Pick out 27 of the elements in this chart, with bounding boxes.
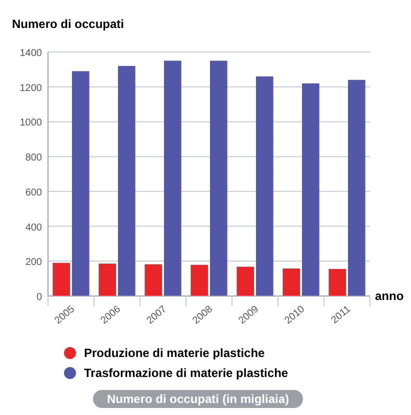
bar xyxy=(118,66,136,296)
bar xyxy=(236,266,254,296)
bar xyxy=(72,71,90,296)
y-tick-label: 1000 xyxy=(20,118,42,129)
y-tick-label: 800 xyxy=(25,152,42,164)
y-tick-label: 200 xyxy=(25,257,42,268)
bar xyxy=(190,264,208,296)
bar xyxy=(164,60,182,296)
legend-label: Trasformazione di materie plastiche xyxy=(84,366,288,380)
bar xyxy=(256,76,274,296)
bar xyxy=(52,262,70,296)
legend-label: Produzione di materie plastiche xyxy=(84,346,266,360)
bar xyxy=(98,264,116,296)
x-axis-title: anno xyxy=(375,289,404,303)
chart-title: Numero di occupati xyxy=(12,17,124,31)
y-tick-label: 1200 xyxy=(20,82,42,94)
bar xyxy=(144,264,162,296)
bar xyxy=(302,83,320,296)
y-tick-label: 600 xyxy=(25,187,42,198)
bar xyxy=(348,80,366,296)
text: Numero di occupati (in migliaia) xyxy=(106,392,290,406)
bar xyxy=(210,60,228,296)
bar xyxy=(282,268,300,296)
y-tick-label: 1400 xyxy=(20,48,42,59)
y-tick-label: 0 xyxy=(36,292,42,303)
bar xyxy=(328,268,346,296)
y-tick-label: 400 xyxy=(25,222,42,234)
